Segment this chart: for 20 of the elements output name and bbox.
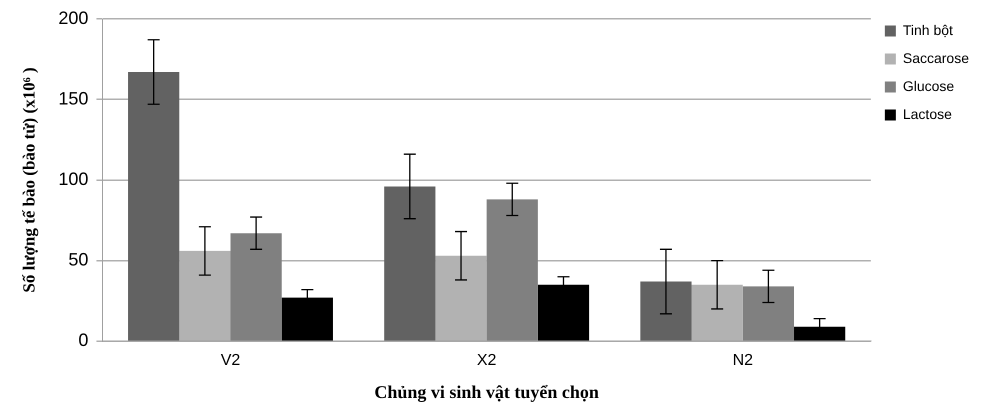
bar xyxy=(230,233,282,340)
bar xyxy=(384,186,436,340)
legend-label: Lactose xyxy=(902,106,952,122)
x-tick-label: N2 xyxy=(732,352,754,370)
legend-label: Tinh bột xyxy=(902,22,954,38)
y-tick-label: 200 xyxy=(58,8,88,28)
legend-label: Glucose xyxy=(902,78,954,94)
x-tick-label: V2 xyxy=(220,352,240,370)
y-tick-label: 0 xyxy=(78,330,88,350)
bar xyxy=(486,199,538,340)
y-tick-label: 100 xyxy=(58,168,88,189)
bar xyxy=(128,72,180,340)
y-tick-label: 150 xyxy=(58,88,88,108)
bar xyxy=(640,282,692,340)
x-axis-title: Chủng vi sinh vật tuyển chọn xyxy=(374,382,599,402)
bar xyxy=(742,286,794,340)
x-tick-label: X2 xyxy=(476,352,497,370)
y-tick-label: 50 xyxy=(68,250,88,270)
legend-label: Saccarose xyxy=(902,50,970,66)
y-axis-title: Số lượng tế bào (bào tử) (x10⁶ ) xyxy=(20,67,39,293)
